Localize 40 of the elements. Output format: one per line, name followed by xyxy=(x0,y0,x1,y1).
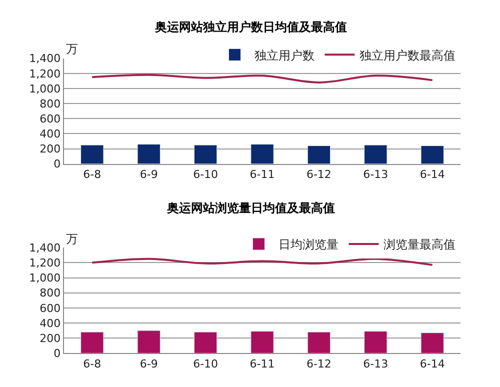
y-tick-label: 600 xyxy=(40,302,61,315)
y-tick-label: 1,000 xyxy=(29,272,61,285)
x-tick-label: 6-8 xyxy=(83,168,102,182)
y-tick-label: 0 xyxy=(54,347,61,360)
y-tick-label: 200 xyxy=(40,332,61,345)
y-tick-label: 1,200 xyxy=(29,67,61,80)
x-tick-label: 6-13 xyxy=(363,357,388,370)
line-series xyxy=(91,74,434,84)
y-tick-label: 1,200 xyxy=(29,256,61,270)
y-tick-label: 1,400 xyxy=(29,52,61,66)
y-tick-label: 800 xyxy=(40,286,61,300)
y-tick-label: 600 xyxy=(40,112,61,126)
x-tick-label: 6-11 xyxy=(250,357,275,370)
y-tick-label: 400 xyxy=(40,316,61,330)
y-tick-label: 400 xyxy=(40,128,61,141)
y-tick-label: 200 xyxy=(40,142,61,156)
x-tick-label: 6-10 xyxy=(193,357,218,370)
y-axis-title: 万 xyxy=(66,232,78,246)
y-tick-label: 800 xyxy=(40,97,61,110)
x-tick-label: 6-9 xyxy=(140,168,158,182)
legend-label: 独立用户数 xyxy=(254,48,315,62)
legend-label: 浏览量最高值 xyxy=(384,238,456,252)
chart-title: 奥运网站独立用户数日均值及最高值 xyxy=(154,20,347,34)
x-tick-label: 6-14 xyxy=(420,168,445,182)
x-tick-label: 6-12 xyxy=(306,357,332,370)
y-axis-title: 万 xyxy=(66,42,78,56)
x-tick-label: 6-14 xyxy=(420,357,445,370)
y-tick-label: 0 xyxy=(54,158,61,171)
y-tick-label: 1,400 xyxy=(29,241,61,254)
y-tick-label: 1,000 xyxy=(29,82,61,96)
x-tick-label: 6-10 xyxy=(193,168,218,182)
x-tick-label: 6-9 xyxy=(140,357,158,370)
legend-label: 独立用户数最高值 xyxy=(360,48,456,62)
x-tick-label: 6-12 xyxy=(306,168,332,182)
x-tick-label: 6-8 xyxy=(83,357,102,370)
x-tick-label: 6-11 xyxy=(250,168,275,182)
chart-title: 奥运网站浏览量日均值及最高值 xyxy=(166,201,335,215)
x-tick-label: 6-13 xyxy=(363,168,388,182)
legend-label: 日均浏览量 xyxy=(278,238,339,252)
line-series xyxy=(91,258,434,266)
